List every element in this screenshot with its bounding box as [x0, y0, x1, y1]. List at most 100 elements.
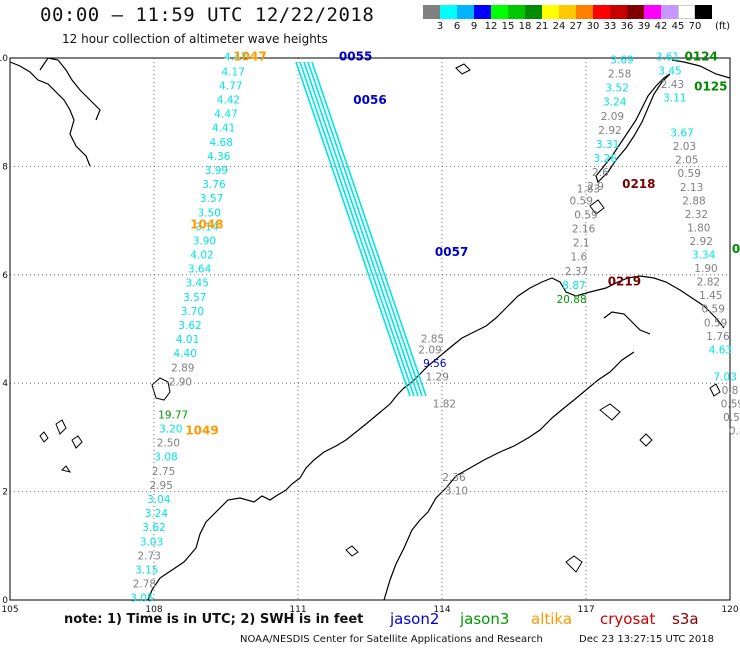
- swh-value: 2.88: [682, 195, 705, 207]
- pass-label: 0125: [694, 80, 727, 94]
- swh-value: 1.6: [570, 252, 587, 264]
- legend-swatch: [491, 5, 508, 19]
- swh-value: 3.45: [658, 65, 681, 77]
- lat-tick-label: 8: [2, 162, 8, 172]
- swh-value: 0.59: [570, 195, 593, 207]
- legend-swatch: [644, 5, 661, 19]
- swh-value: 3.04: [147, 494, 171, 506]
- pass-label: 012: [732, 242, 740, 256]
- legend-label: 70: [688, 21, 702, 32]
- swh-value: 9.56: [423, 358, 447, 370]
- legend-swatch: [661, 5, 678, 19]
- swh-value: 3.24: [145, 508, 169, 520]
- islands: [39, 63, 721, 573]
- legend-label: 21: [535, 21, 549, 32]
- swh-value: 3.34: [692, 250, 716, 262]
- lon-tick-label: 105: [1, 605, 18, 615]
- swh-value: 4.17: [222, 66, 245, 78]
- track-line: [299, 61, 415, 397]
- swh-value: 4.63: [709, 344, 732, 356]
- swh-value: 3.70: [181, 306, 204, 318]
- swh-value: 1.45: [699, 290, 722, 302]
- satellite-name: cryosat: [600, 610, 656, 628]
- swh-value: 3.69: [610, 54, 633, 66]
- swh-value: 8.87: [562, 280, 585, 292]
- satellite-name: jason3: [460, 610, 510, 628]
- swh-value: 3.64: [188, 264, 212, 276]
- swh-value: 2.13: [680, 182, 703, 194]
- pass-labels: 1047 1048 1049 0055 0056 0057 0124 0125 012 0218 0…: [185, 50, 740, 438]
- legend-swatch: [695, 5, 712, 19]
- pass-label: 0219: [608, 275, 641, 289]
- coastline-sulu: [603, 311, 651, 335]
- swh-value: 0.59: [574, 209, 597, 221]
- swh-value: 1.82: [433, 399, 456, 411]
- swh-value: 1.76: [706, 331, 730, 343]
- pass-label: 0124: [684, 50, 717, 64]
- lat-tick-label: 0: [2, 596, 8, 606]
- swh-value: 3.45: [186, 278, 209, 290]
- island: [455, 63, 471, 75]
- swh-value: 3.62: [142, 522, 165, 534]
- swh-value: 2.89: [171, 362, 194, 374]
- legend-label: 12: [484, 21, 498, 32]
- island: [639, 433, 653, 447]
- pass-label: 1049: [185, 424, 218, 438]
- coastline-upper-left: [9, 61, 91, 167]
- island: [589, 199, 605, 215]
- legend-label: 27: [569, 21, 583, 32]
- altimeter-tracks: [295, 61, 427, 397]
- lat-tick-label: 2: [2, 488, 8, 498]
- swh-value: 2.92: [690, 236, 713, 248]
- island: [345, 545, 359, 557]
- swh-value: 4.36: [207, 151, 231, 163]
- island: [709, 383, 721, 397]
- swh-value: 19.77: [158, 409, 188, 421]
- pass-label: 0057: [435, 245, 468, 259]
- legend-swatch: [627, 5, 644, 19]
- swh-value: 3.08: [154, 452, 177, 464]
- track-line: [311, 61, 427, 397]
- island: [39, 431, 49, 443]
- swh-value: 2.85: [421, 334, 444, 346]
- island: [55, 419, 67, 435]
- track-line: [303, 61, 419, 397]
- swh-value: 4.42: [217, 95, 240, 107]
- swh-value: 2.6: [592, 167, 609, 179]
- legend-swatch: [457, 5, 474, 19]
- swh-value: 2.95: [150, 480, 173, 492]
- swh-value: 3.57: [200, 193, 223, 205]
- legend-label: 42: [654, 21, 668, 32]
- swh-value: 0.59: [721, 399, 740, 411]
- lon-tick-label: 108: [145, 605, 162, 615]
- legend-swatch: [508, 5, 525, 19]
- legend-label: 9: [470, 21, 478, 32]
- swh-value: 2.58: [608, 69, 631, 81]
- legend-label: 15: [501, 21, 515, 32]
- swh-value: 1.29: [426, 371, 449, 383]
- legend-swatch: [542, 5, 559, 19]
- swh-value: 0.59: [702, 304, 725, 316]
- coastline-vietnam-tip: [39, 57, 101, 121]
- coastline-borneo: [147, 275, 725, 601]
- pass-label: 1048: [190, 218, 223, 232]
- lat-lon-grid: [9, 57, 731, 601]
- legend-unit: (ft): [715, 21, 731, 32]
- swh-value: 3.76: [202, 179, 226, 191]
- swh-value: 2.03: [673, 141, 696, 153]
- satellite-name: altika: [531, 610, 573, 628]
- swh-value: 2.05: [675, 155, 698, 167]
- swh-value: 3.20: [159, 424, 182, 436]
- swh-value: 3.11: [663, 92, 686, 104]
- swh-value: 2.92: [598, 125, 621, 137]
- swh-value: 4.77: [219, 80, 242, 92]
- swh-value: 4.40: [174, 348, 197, 360]
- map-border: [9, 57, 731, 601]
- swh-value: 3.67: [670, 128, 693, 140]
- swh-value: 3.99: [205, 165, 228, 177]
- swh-value: 1.90: [694, 263, 717, 275]
- swh-value: 1.83: [577, 183, 600, 195]
- swh-value: 4.41: [212, 123, 235, 135]
- swh-value: 0.59: [723, 412, 740, 424]
